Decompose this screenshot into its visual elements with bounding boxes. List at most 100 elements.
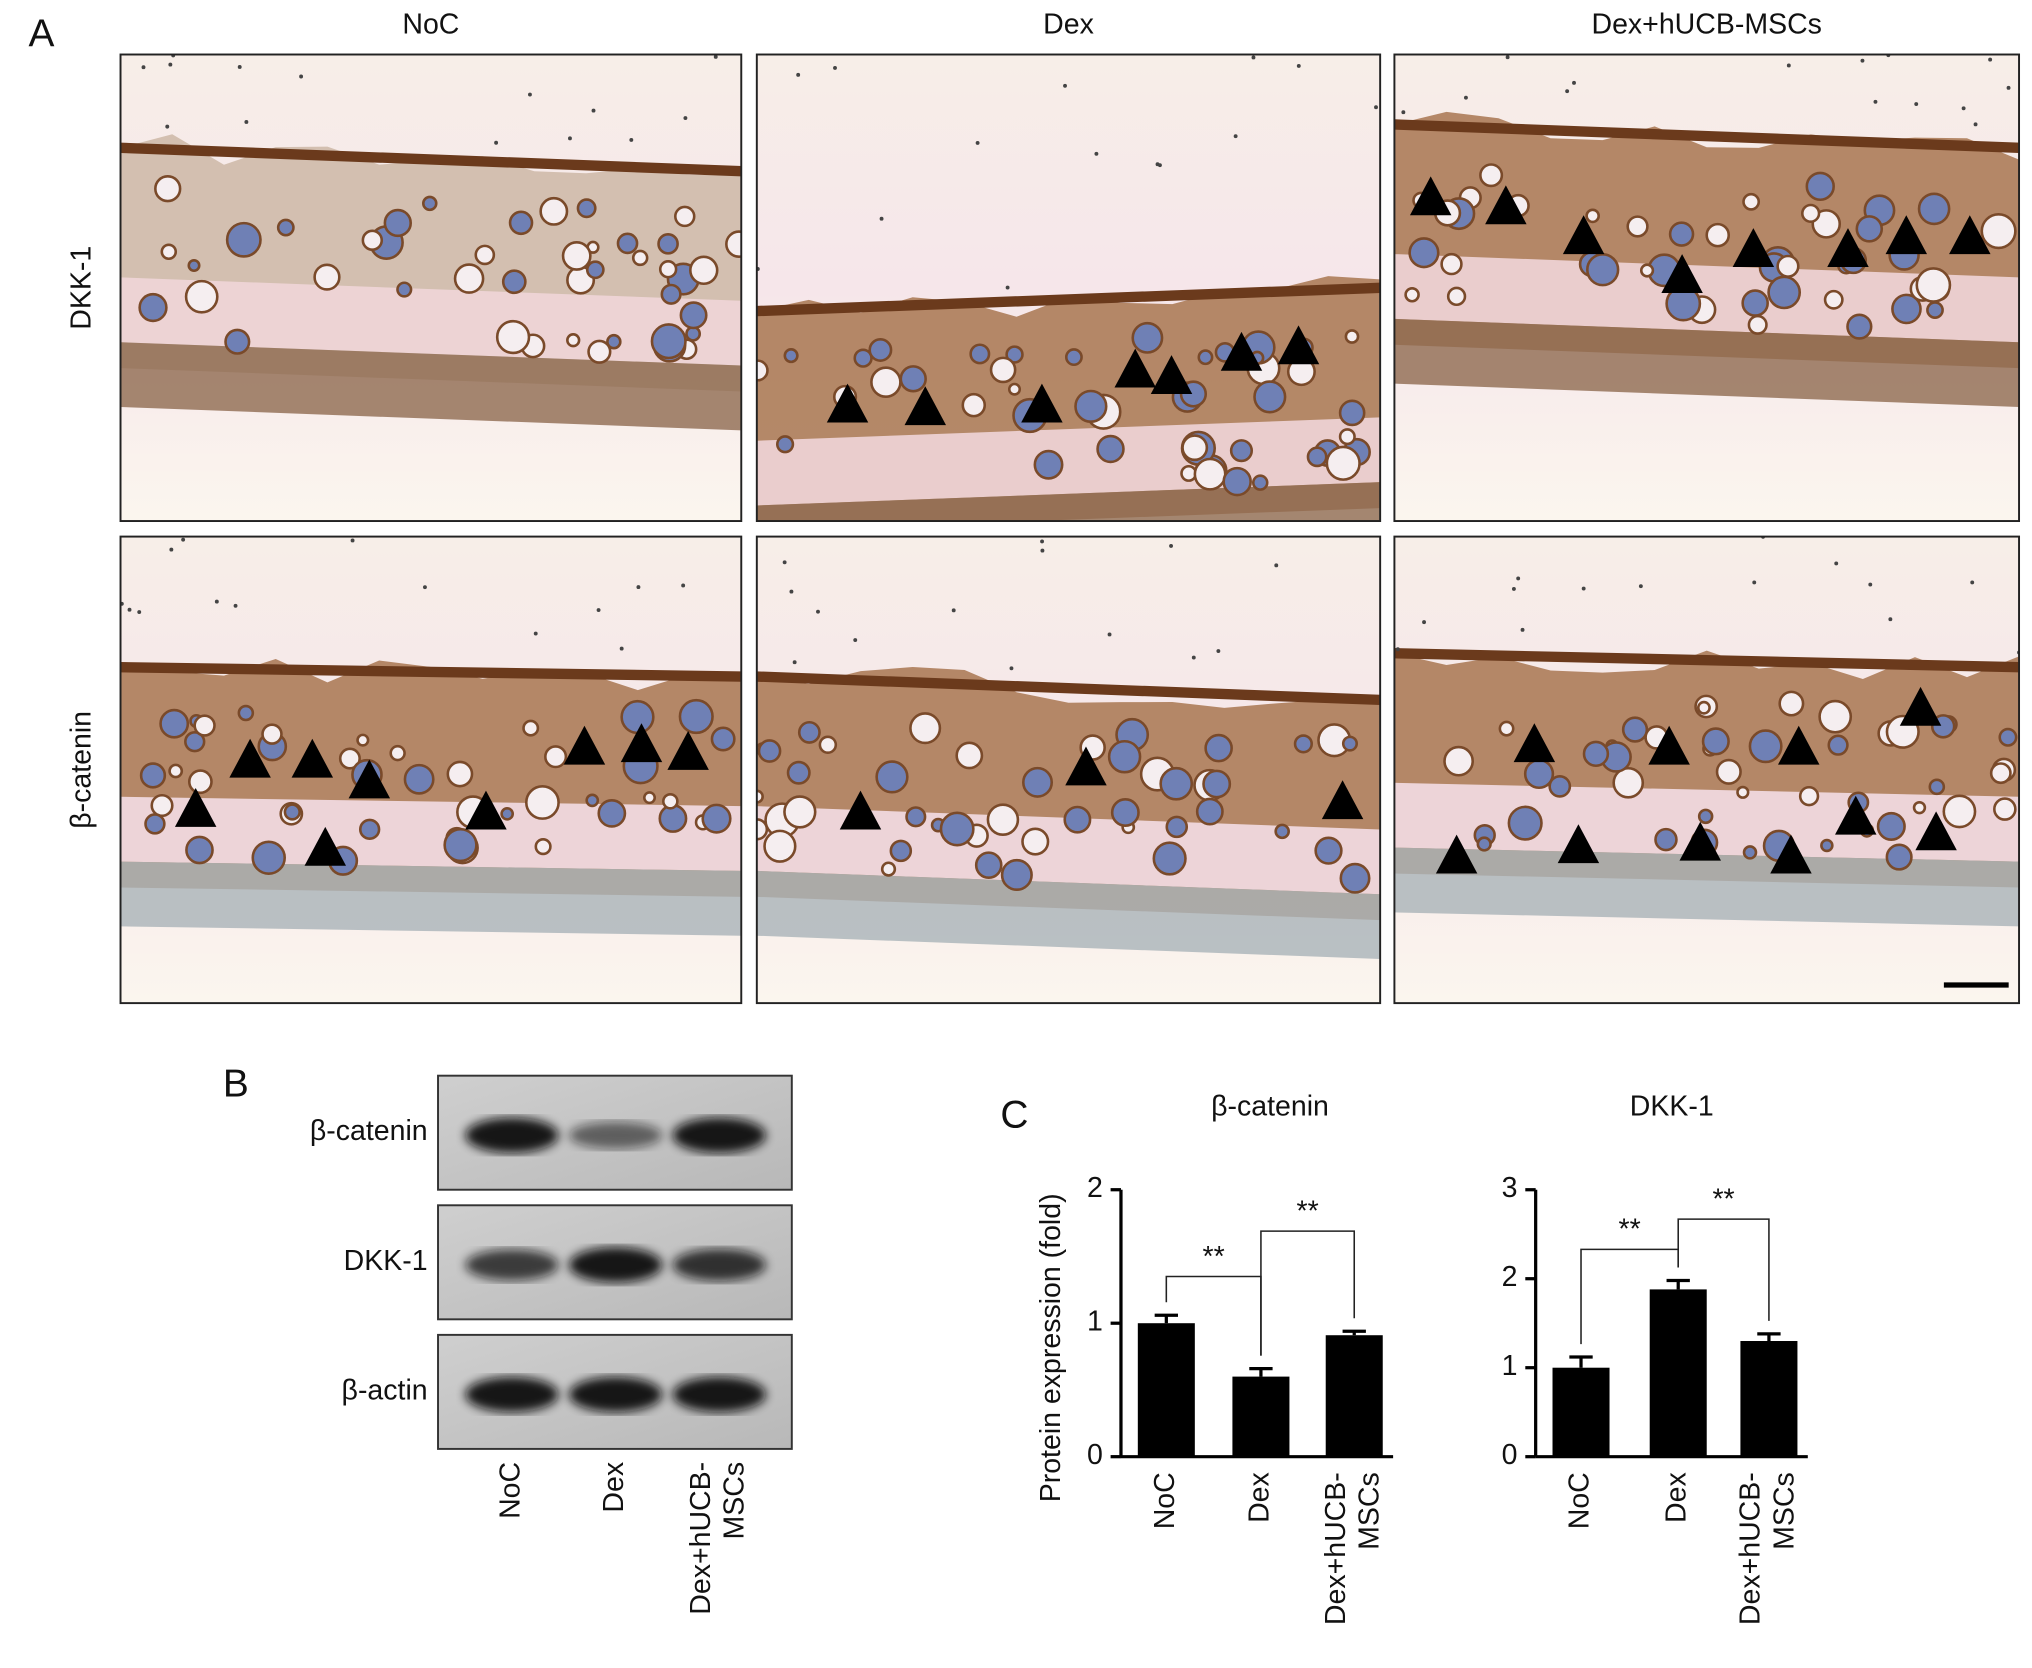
micrograph-border [1393, 53, 2021, 523]
follicle [1846, 313, 1873, 340]
follicle [1586, 253, 1620, 287]
category-label: Dex+hUCB- [1735, 1472, 1767, 1625]
follicle [522, 719, 540, 737]
follicle [1778, 690, 1805, 717]
follicle [1338, 428, 1356, 446]
follicle [1022, 766, 1054, 798]
follicle [597, 798, 627, 828]
arrowhead [1409, 176, 1452, 216]
follicle [1253, 380, 1287, 414]
follicle [620, 699, 655, 735]
follicle [1293, 734, 1313, 754]
follicle [658, 259, 678, 279]
micrograph-border [119, 535, 743, 1005]
follicle [1274, 823, 1290, 840]
band-label: β-catenin [310, 1115, 428, 1147]
follicle [1195, 797, 1224, 826]
follicle [1742, 845, 1758, 860]
follicle [710, 726, 736, 752]
follicle [168, 763, 184, 779]
debris [1374, 105, 1378, 110]
follicle [662, 792, 679, 810]
debris [533, 631, 538, 636]
arrowhead [826, 383, 869, 423]
follicle [500, 806, 515, 821]
follicle [508, 210, 534, 236]
significance-label: ** [1619, 1214, 1641, 1246]
follicle [1007, 382, 1022, 396]
micrograph-border [1393, 535, 2021, 1005]
follicle [184, 730, 206, 753]
debris [169, 547, 174, 552]
tissue-epidermis [120, 662, 742, 682]
follicle [905, 806, 927, 828]
follicle [1697, 808, 1714, 825]
follicle [225, 221, 262, 258]
follicle [1338, 399, 1366, 427]
debris [629, 137, 634, 142]
follicle [1110, 798, 1140, 827]
follicle [1064, 348, 1083, 367]
follicle [1742, 192, 1761, 211]
follicle [989, 356, 1017, 384]
micrograph [1393, 53, 2021, 523]
debris [1401, 110, 1406, 115]
arrowhead [1827, 228, 1869, 268]
follicle [159, 708, 190, 739]
micrograph-content [120, 536, 742, 1004]
debris [568, 136, 572, 141]
follicle [261, 723, 283, 745]
arrowhead [839, 790, 882, 830]
follicle [422, 195, 438, 212]
category-label: NoC [1149, 1472, 1181, 1529]
bar [1649, 1289, 1707, 1457]
debris [713, 54, 718, 59]
tissue-subcutis [120, 796, 742, 871]
follicle [539, 196, 569, 226]
debris [1516, 576, 1521, 581]
follicle [763, 829, 797, 863]
debris [1914, 102, 1919, 106]
follicle [868, 338, 893, 362]
debris [1505, 55, 1510, 60]
arrowhead [1770, 834, 1812, 874]
follicle [474, 244, 496, 266]
tissue-muscle [756, 870, 1381, 960]
arrowhead [1321, 780, 1364, 820]
debris [1565, 89, 1570, 94]
follicle [783, 795, 817, 829]
debris [1581, 586, 1586, 591]
follicle [889, 839, 913, 863]
follicle [1582, 740, 1610, 768]
debris [1752, 580, 1757, 585]
debris [782, 560, 787, 565]
tissue-muscle [756, 482, 1381, 522]
y-tick-label: 2 [1087, 1172, 1103, 1204]
follicle [1820, 838, 1834, 853]
follicle [1443, 745, 1474, 777]
follicle [1917, 192, 1951, 226]
debris [1040, 539, 1045, 544]
follicle [356, 733, 370, 747]
debris [1638, 584, 1643, 589]
arrowhead [1562, 215, 1605, 255]
band [672, 1117, 766, 1153]
debris [1873, 99, 1878, 104]
bar-chart: β-catenin Protein expression (fold) 0 1 2 ** *… [1035, 1091, 1394, 1625]
follicle [389, 744, 406, 762]
debris [1169, 543, 1173, 548]
arrowhead [904, 386, 947, 426]
debris [1009, 666, 1014, 671]
follicle [1705, 222, 1731, 248]
category-label: MSCs [719, 1462, 751, 1540]
arrowhead [1679, 821, 1721, 861]
follicle [443, 827, 478, 863]
follicle [1801, 203, 1821, 224]
bar [1552, 1367, 1610, 1457]
debris [683, 116, 688, 120]
tissue-epidermis [120, 142, 742, 177]
tissue-subcutis [120, 277, 742, 366]
follicle [160, 243, 178, 261]
follicle [1339, 862, 1371, 894]
arrowhead [1065, 746, 1107, 786]
